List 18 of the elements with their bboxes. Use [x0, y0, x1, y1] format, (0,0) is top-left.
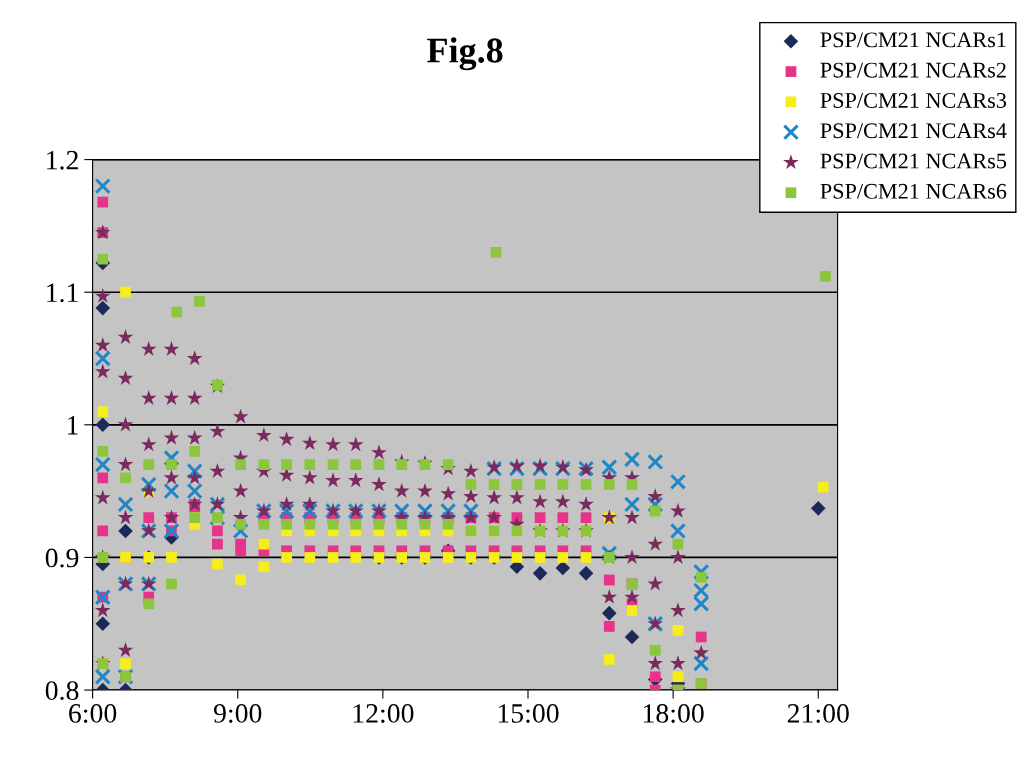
x-tick-label: 6:00 [69, 704, 117, 723]
x-tick-label: 9:00 [213, 704, 262, 723]
legend-label: PSP/CM21 NCARs3 [820, 92, 1007, 108]
x-tick-label: 12:00 [353, 704, 414, 723]
legend-label: PSP/CM21 NCARs1 [820, 32, 1006, 48]
y-tick-label: 1.1 [47, 283, 78, 303]
y-tick-label: 1.2 [47, 150, 78, 170]
legend-label: PSP/CM21 NCARs5 [820, 153, 1007, 169]
chart-title: Fig.8 [427, 37, 503, 71]
x-tick-label: 15:00 [498, 704, 559, 723]
x-tick-label: 21:00 [787, 704, 849, 723]
y-tick-label: 1 [67, 416, 78, 435]
y-tick-label: 0.9 [45, 548, 79, 568]
legend-label: PSP/CM21 NCARs6 [820, 183, 1007, 199]
legend-label: PSP/CM21 NCARs2 [820, 62, 1006, 78]
x-tick-label: 18:00 [643, 704, 704, 723]
legend-label: PSP/CM21 NCARs4 [820, 123, 1007, 139]
y-tick-label: 0.8 [45, 681, 79, 701]
